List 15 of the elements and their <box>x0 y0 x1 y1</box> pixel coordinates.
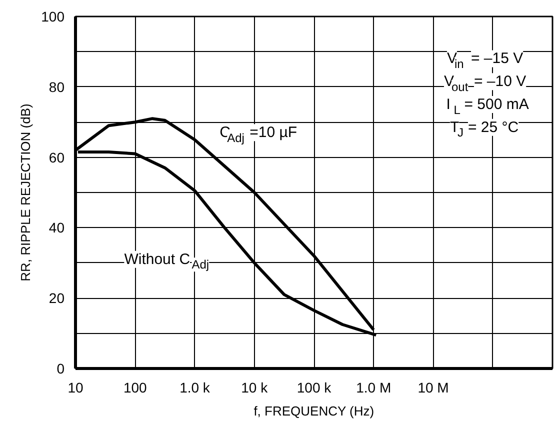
x-tick-label: 1.0 M <box>356 380 392 396</box>
y-tick-label: 80 <box>48 78 65 95</box>
y-axis-title: RR, RIPPLE REJECTION (dB) <box>18 104 34 282</box>
y-tick-label: 0 <box>56 360 65 376</box>
x-tick-label: 1.0 k <box>180 380 211 396</box>
x-tick-label: 100 k <box>296 380 332 396</box>
x-tick-label: 10 k <box>241 380 269 396</box>
x-axis-title: f, FREQUENCY (Hz) <box>254 404 374 418</box>
x-tick-label: 10 <box>68 380 84 396</box>
y-tick-label: 40 <box>48 220 65 236</box>
y-tick-label: 60 <box>48 149 65 166</box>
x-tick-label: 10 M <box>418 380 449 396</box>
y-tick-label: 20 <box>48 290 65 306</box>
x-tick-label: 100 <box>123 380 148 396</box>
y-tick-label: 100 <box>41 8 65 24</box>
